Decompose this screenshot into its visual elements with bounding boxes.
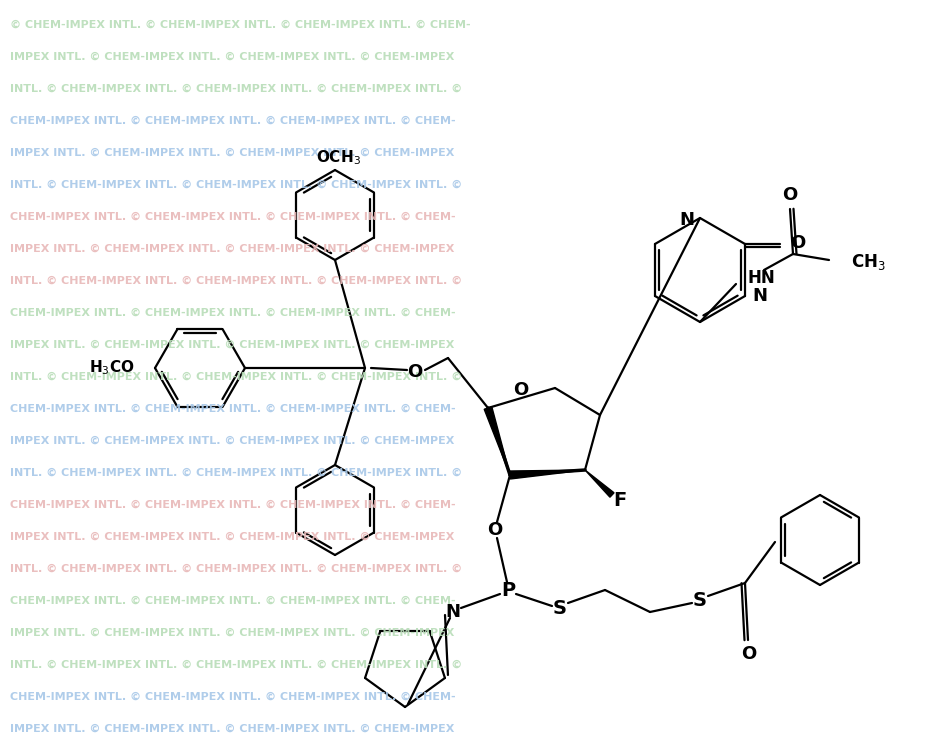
Polygon shape	[484, 407, 509, 475]
Text: O: O	[407, 363, 422, 381]
Text: CHEM-IMPEX INTL. © CHEM-IMPEX INTL. © CHEM-IMPEX INTL. © CHEM-: CHEM-IMPEX INTL. © CHEM-IMPEX INTL. © CH…	[10, 308, 455, 318]
Text: INTL. © CHEM-IMPEX INTL. © CHEM-IMPEX INTL. © CHEM-IMPEX INTL. ©: INTL. © CHEM-IMPEX INTL. © CHEM-IMPEX IN…	[10, 660, 461, 670]
Text: F: F	[613, 491, 626, 510]
Text: CHEM-IMPEX INTL. © CHEM-IMPEX INTL. © CHEM-IMPEX INTL. © CHEM-: CHEM-IMPEX INTL. © CHEM-IMPEX INTL. © CH…	[10, 500, 455, 510]
Text: OCH$_3$: OCH$_3$	[315, 148, 360, 167]
Text: IMPEX INTL. © CHEM-IMPEX INTL. © CHEM-IMPEX INTL. © CHEM-IMPEX: IMPEX INTL. © CHEM-IMPEX INTL. © CHEM-IM…	[10, 148, 454, 158]
Text: INTL. © CHEM-IMPEX INTL. © CHEM-IMPEX INTL. © CHEM-IMPEX INTL. ©: INTL. © CHEM-IMPEX INTL. © CHEM-IMPEX IN…	[10, 564, 461, 574]
Text: CHEM-IMPEX INTL. © CHEM-IMPEX INTL. © CHEM-IMPEX INTL. © CHEM-: CHEM-IMPEX INTL. © CHEM-IMPEX INTL. © CH…	[10, 404, 455, 414]
Text: O: O	[789, 234, 804, 252]
Text: INTL. © CHEM-IMPEX INTL. © CHEM-IMPEX INTL. © CHEM-IMPEX INTL. ©: INTL. © CHEM-IMPEX INTL. © CHEM-IMPEX IN…	[10, 372, 461, 382]
Text: N: N	[752, 287, 767, 305]
Text: H$_3$CO: H$_3$CO	[89, 359, 135, 377]
Text: INTL. © CHEM-IMPEX INTL. © CHEM-IMPEX INTL. © CHEM-IMPEX INTL. ©: INTL. © CHEM-IMPEX INTL. © CHEM-IMPEX IN…	[10, 84, 461, 94]
Text: P: P	[501, 580, 515, 600]
Text: HN: HN	[747, 269, 775, 287]
Text: © CHEM-IMPEX INTL. © CHEM-IMPEX INTL. © CHEM-IMPEX INTL. © CHEM-: © CHEM-IMPEX INTL. © CHEM-IMPEX INTL. © …	[10, 20, 470, 30]
Text: CHEM-IMPEX INTL. © CHEM-IMPEX INTL. © CHEM-IMPEX INTL. © CHEM-: CHEM-IMPEX INTL. © CHEM-IMPEX INTL. © CH…	[10, 692, 455, 702]
Text: N: N	[445, 603, 460, 621]
Text: IMPEX INTL. © CHEM-IMPEX INTL. © CHEM-IMPEX INTL. © CHEM-IMPEX: IMPEX INTL. © CHEM-IMPEX INTL. © CHEM-IM…	[10, 532, 454, 542]
Text: IMPEX INTL. © CHEM-IMPEX INTL. © CHEM-IMPEX INTL. © CHEM-IMPEX: IMPEX INTL. © CHEM-IMPEX INTL. © CHEM-IM…	[10, 724, 454, 734]
Text: O: O	[513, 381, 528, 399]
Text: CH$_3$: CH$_3$	[850, 252, 885, 272]
Text: IMPEX INTL. © CHEM-IMPEX INTL. © CHEM-IMPEX INTL. © CHEM-IMPEX: IMPEX INTL. © CHEM-IMPEX INTL. © CHEM-IM…	[10, 52, 454, 62]
Text: INTL. © CHEM-IMPEX INTL. © CHEM-IMPEX INTL. © CHEM-IMPEX INTL. ©: INTL. © CHEM-IMPEX INTL. © CHEM-IMPEX IN…	[10, 180, 461, 190]
Text: IMPEX INTL. © CHEM-IMPEX INTL. © CHEM-IMPEX INTL. © CHEM-IMPEX: IMPEX INTL. © CHEM-IMPEX INTL. © CHEM-IM…	[10, 244, 454, 254]
Text: IMPEX INTL. © CHEM-IMPEX INTL. © CHEM-IMPEX INTL. © CHEM-IMPEX: IMPEX INTL. © CHEM-IMPEX INTL. © CHEM-IM…	[10, 436, 454, 446]
Text: CHEM-IMPEX INTL. © CHEM-IMPEX INTL. © CHEM-IMPEX INTL. © CHEM-: CHEM-IMPEX INTL. © CHEM-IMPEX INTL. © CH…	[10, 596, 455, 606]
Text: O: O	[740, 645, 755, 663]
Polygon shape	[509, 470, 584, 479]
Text: INTL. © CHEM-IMPEX INTL. © CHEM-IMPEX INTL. © CHEM-IMPEX INTL. ©: INTL. © CHEM-IMPEX INTL. © CHEM-IMPEX IN…	[10, 276, 461, 286]
Text: O: O	[782, 186, 797, 204]
Text: S: S	[693, 591, 707, 609]
Text: O: O	[487, 521, 502, 539]
Text: IMPEX INTL. © CHEM-IMPEX INTL. © CHEM-IMPEX INTL. © CHEM-IMPEX: IMPEX INTL. © CHEM-IMPEX INTL. © CHEM-IM…	[10, 340, 454, 350]
Text: CHEM-IMPEX INTL. © CHEM-IMPEX INTL. © CHEM-IMPEX INTL. © CHEM-: CHEM-IMPEX INTL. © CHEM-IMPEX INTL. © CH…	[10, 116, 455, 126]
Polygon shape	[584, 470, 613, 497]
Text: N: N	[679, 211, 694, 229]
Text: CHEM-IMPEX INTL. © CHEM-IMPEX INTL. © CHEM-IMPEX INTL. © CHEM-: CHEM-IMPEX INTL. © CHEM-IMPEX INTL. © CH…	[10, 212, 455, 222]
Text: INTL. © CHEM-IMPEX INTL. © CHEM-IMPEX INTL. © CHEM-IMPEX INTL. ©: INTL. © CHEM-IMPEX INTL. © CHEM-IMPEX IN…	[10, 468, 461, 478]
Text: IMPEX INTL. © CHEM-IMPEX INTL. © CHEM-IMPEX INTL. © CHEM-IMPEX: IMPEX INTL. © CHEM-IMPEX INTL. © CHEM-IM…	[10, 628, 454, 638]
Text: S: S	[552, 598, 566, 618]
